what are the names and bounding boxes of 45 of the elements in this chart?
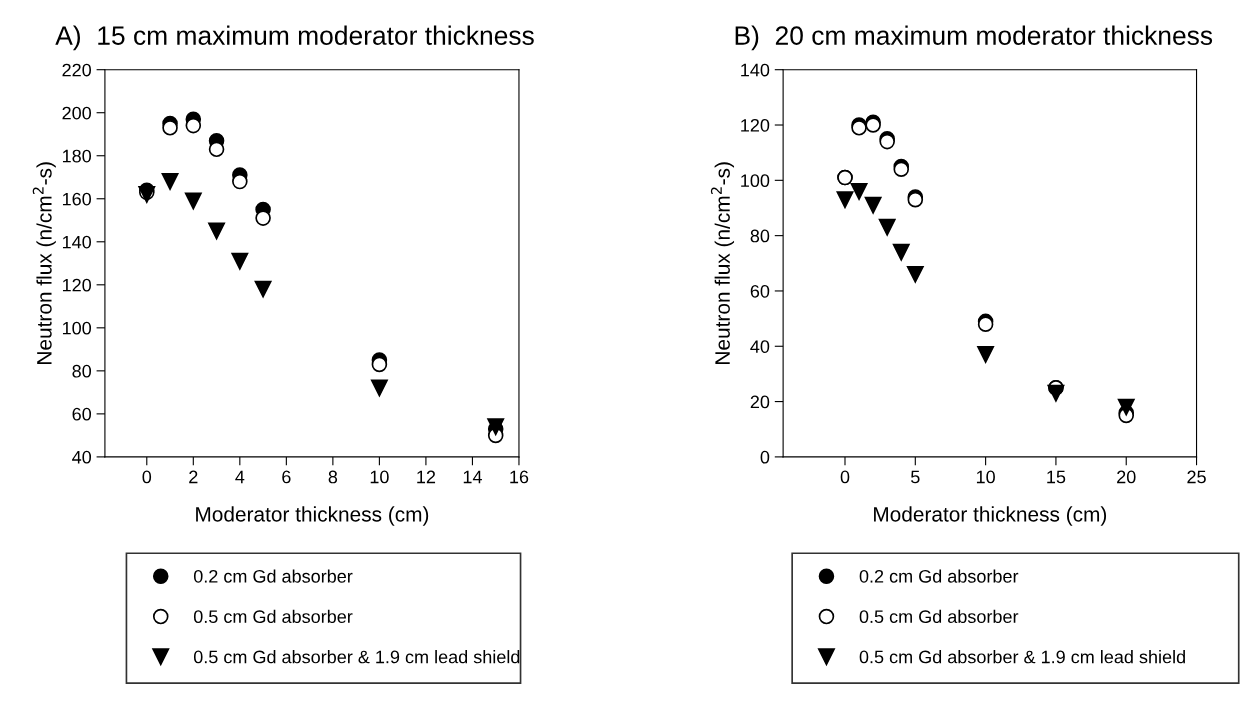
y-tick-label: 40 [72, 450, 92, 464]
y-tick-label: 60 [72, 407, 92, 421]
x-tick-label: 0 [142, 470, 152, 484]
y-tick-label: 60 [750, 284, 770, 298]
y-axis-title: Neutron flux (n/cm$^{2}$-s) [32, 162, 56, 364]
legend-label: 0.5 cm Gd absorber & 1.9 cm lead shield [859, 650, 1185, 664]
x-tick-label: 8 [328, 470, 338, 484]
x-tick-label: 16 [510, 470, 529, 484]
x-tick-label: 12 [417, 470, 436, 484]
chart-title: A) 15 cm maximum moderator thickness [55, 25, 534, 51]
y-tick-label: 20 [750, 395, 770, 409]
x-tick-label: 5 [911, 470, 920, 484]
x-axis-title: Moderator thickness (cm) [874, 506, 1107, 526]
y-tick-label: 140 [741, 63, 770, 77]
y-tick-label: 40 [750, 340, 770, 353]
y-tick-label: 180 [62, 149, 92, 163]
x-tick-label: 4 [235, 470, 245, 484]
x-tick-label: 15 [1047, 470, 1066, 484]
y-tick-label: 200 [62, 106, 92, 120]
x-tick-label: 25 [1187, 470, 1206, 484]
x-axis-title: Moderator thickness (cm) [196, 506, 429, 526]
legend-label: 0.5 cm Gd absorber [859, 609, 1019, 624]
chart-title: B) 20 cm maximum moderator thickness [735, 25, 1213, 51]
y-tick-label: 120 [741, 118, 770, 132]
y-tick-label: 120 [62, 278, 92, 292]
y-tick-label: 80 [72, 364, 92, 378]
legend-label: 0.5 cm Gd absorber [193, 609, 353, 624]
legend-label: 0.2 cm Gd absorber [193, 569, 353, 583]
legend-label: 0.5 cm Gd absorber & 1.9 cm lead shield [193, 650, 520, 664]
y-tick-label: 100 [741, 174, 770, 188]
x-tick-label: 0 [840, 470, 850, 484]
x-tick-label: 20 [1117, 470, 1136, 484]
x-tick-label: 6 [282, 470, 291, 484]
y-tick-label: 80 [750, 229, 770, 243]
legend-label: 0.2 cm Gd absorber [859, 569, 1019, 583]
x-tick-label: 14 [463, 470, 482, 484]
y-tick-label: 160 [62, 192, 92, 206]
y-tick-label: 220 [62, 63, 92, 77]
y-axis-title: Neutron flux (n/cm$^{2}$-s) [710, 162, 735, 364]
y-tick-label: 0 [760, 450, 770, 464]
x-tick-label: 2 [189, 470, 198, 484]
y-tick-label: 140 [62, 235, 92, 249]
y-tick-label: 100 [62, 321, 92, 335]
x-tick-label: 10 [370, 470, 389, 484]
x-tick-label: 10 [976, 470, 995, 484]
